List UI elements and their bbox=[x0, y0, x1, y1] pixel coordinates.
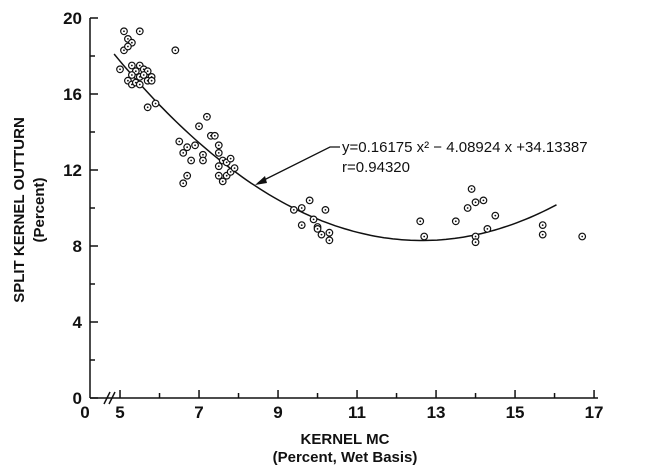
axis-break bbox=[108, 391, 116, 405]
point-center bbox=[217, 144, 220, 147]
point-center bbox=[127, 45, 129, 48]
point-center bbox=[182, 152, 185, 154]
x-origin-label: 0 bbox=[80, 403, 89, 422]
x-tick-label: 15 bbox=[506, 403, 525, 422]
point-center bbox=[474, 201, 477, 204]
point-center bbox=[127, 79, 129, 82]
point-center bbox=[229, 171, 232, 173]
point-center bbox=[182, 182, 185, 185]
equation: y=0.16175 x² − 4.08924 x +34.13387 bbox=[342, 139, 588, 156]
x-tick-label: 13 bbox=[427, 403, 446, 422]
point-center bbox=[233, 167, 236, 170]
point-center bbox=[142, 74, 145, 76]
y-tick-label: 8 bbox=[73, 237, 82, 256]
point-center bbox=[466, 207, 469, 209]
point-center bbox=[308, 199, 311, 202]
point-center bbox=[328, 239, 331, 242]
point-center bbox=[419, 220, 422, 223]
point-center bbox=[292, 209, 295, 211]
point-center bbox=[134, 70, 137, 73]
point-center bbox=[186, 174, 189, 177]
arrow-head bbox=[255, 176, 267, 185]
y-tick-label: 16 bbox=[63, 85, 82, 104]
point-center bbox=[474, 235, 477, 238]
point-center bbox=[130, 64, 133, 67]
correlation: r=0.94320 bbox=[342, 159, 410, 176]
point-center bbox=[154, 102, 157, 105]
point-center bbox=[130, 41, 133, 44]
point-center bbox=[123, 49, 125, 52]
point-center bbox=[146, 106, 149, 109]
point-center bbox=[150, 79, 153, 82]
axis-break bbox=[103, 391, 111, 405]
point-center bbox=[300, 224, 303, 227]
point-center bbox=[202, 159, 204, 162]
point-center bbox=[225, 174, 228, 177]
point-center bbox=[206, 115, 208, 118]
point-center bbox=[423, 235, 426, 238]
point-center bbox=[186, 146, 189, 149]
point-center bbox=[217, 165, 220, 168]
y-axis-title-group: SPLIT KERNEL OUTTURN (Percent) bbox=[11, 117, 48, 303]
y-tick-label: 0 bbox=[73, 389, 82, 408]
point-center bbox=[541, 224, 544, 227]
x-tick-label: 11 bbox=[348, 403, 366, 422]
point-center bbox=[324, 209, 327, 211]
point-center bbox=[470, 188, 473, 190]
arrow bbox=[257, 146, 340, 184]
point-center bbox=[217, 174, 220, 177]
x-tick-label: 5 bbox=[115, 403, 124, 422]
point-center bbox=[225, 161, 228, 164]
point-center bbox=[454, 220, 457, 223]
point-center bbox=[174, 49, 177, 52]
point-center bbox=[221, 180, 224, 183]
point-center bbox=[328, 231, 331, 234]
fit-curve bbox=[113, 53, 557, 242]
point-center bbox=[127, 38, 129, 40]
y-axis-title: SPLIT KERNEL OUTTURN bbox=[11, 117, 28, 303]
point-center bbox=[581, 235, 584, 238]
point-center bbox=[217, 152, 220, 154]
point-center bbox=[198, 125, 200, 128]
y-axis-subtitle: (Percent) bbox=[31, 177, 48, 242]
y-tick-label: 12 bbox=[63, 161, 82, 180]
point-center bbox=[123, 30, 125, 33]
x-tick-label: 17 bbox=[585, 403, 604, 422]
point-center bbox=[316, 228, 319, 230]
point-center bbox=[213, 134, 216, 137]
point-center bbox=[146, 70, 149, 73]
point-center bbox=[138, 64, 141, 67]
point-center bbox=[541, 233, 544, 236]
x-tick-label: 7 bbox=[194, 403, 203, 422]
point-center bbox=[320, 233, 323, 236]
point-center bbox=[130, 74, 133, 76]
y-tick-label: 20 bbox=[63, 9, 82, 28]
point-center bbox=[486, 228, 489, 230]
point-center bbox=[119, 68, 121, 71]
point-center bbox=[482, 199, 485, 202]
point-center bbox=[312, 218, 315, 221]
x-tick-label: 9 bbox=[273, 403, 282, 422]
point-center bbox=[190, 159, 193, 162]
x-axis-subtitle: (Percent, Wet Basis) bbox=[273, 449, 418, 465]
x-axis-title: KERNEL MC bbox=[301, 431, 390, 448]
y-tick-label: 4 bbox=[73, 313, 83, 332]
point-center bbox=[138, 83, 141, 86]
point-center bbox=[202, 153, 204, 156]
point-center bbox=[229, 157, 232, 160]
point-center bbox=[194, 144, 196, 147]
point-center bbox=[474, 241, 477, 244]
point-center bbox=[494, 214, 497, 217]
point-center bbox=[300, 207, 303, 209]
point-center bbox=[138, 30, 141, 33]
point-center bbox=[178, 140, 181, 143]
